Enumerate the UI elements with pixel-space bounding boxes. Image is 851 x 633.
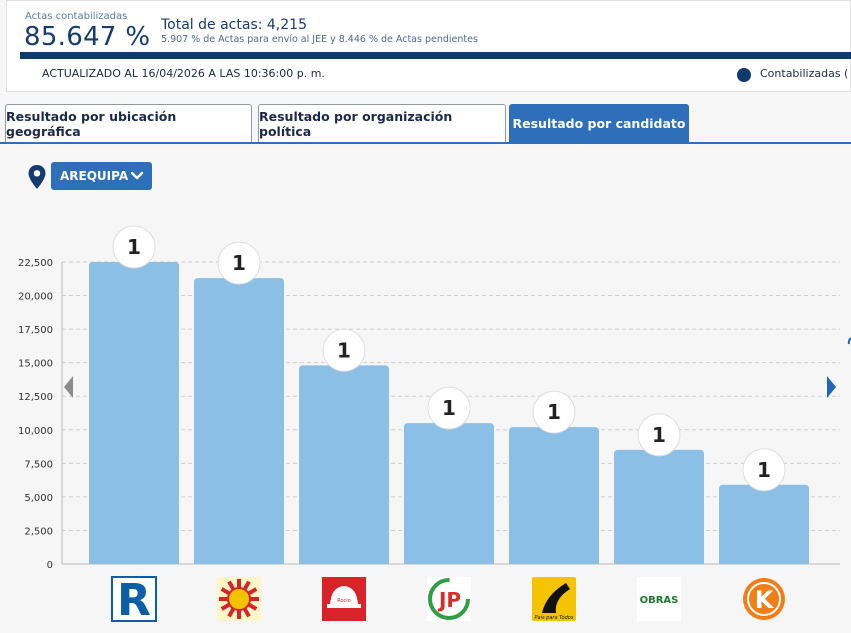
department-select[interactable]: AREQUIPA	[51, 162, 152, 190]
counted-percentage: 85.647 %	[24, 22, 151, 52]
bar[interactable]	[194, 278, 284, 564]
total-acts: Total de actas: 4,215	[161, 17, 307, 33]
party-logo-text: OBRAS	[640, 595, 679, 606]
data-label: 1	[127, 235, 141, 259]
bar[interactable]	[299, 365, 389, 564]
tab-geographic[interactable]: Resultado por ubicación geográfica	[5, 104, 252, 142]
rank-badge	[427, 386, 471, 430]
bar[interactable]	[404, 423, 494, 564]
candidate-bar-chart: 0 2,500 5,000 7,500 10,000 12,500 15,000 17,500…	[18, 225, 851, 626]
tab-political-organization[interactable]: Resultado por organización política	[258, 104, 506, 142]
k-ring	[747, 582, 781, 616]
data-label: 1	[232, 251, 246, 275]
tab-label: Resultado por organización política	[259, 108, 453, 139]
party-logo-text: Rocio	[337, 598, 351, 604]
party-logo-text: K	[755, 586, 775, 614]
summary-header: Actas contabilizadas 85.647 % Total de a…	[6, 0, 851, 92]
rank-badge	[742, 448, 786, 492]
y-tick-label: 10,000	[18, 426, 53, 437]
party-logo-k	[743, 578, 785, 620]
chevron-right-icon[interactable]	[827, 376, 836, 398]
data-label: 1	[442, 396, 456, 420]
rank-badge	[112, 225, 156, 269]
data-label: 1	[757, 458, 771, 482]
counted-label: Actas contabilizadas	[25, 11, 128, 22]
bar[interactable]	[509, 427, 599, 564]
location-pin-icon	[28, 165, 46, 189]
y-tick-label: 17,500	[18, 325, 53, 336]
data-label: 1	[337, 338, 351, 362]
chevron-left-icon[interactable]	[64, 376, 73, 398]
road-shape	[542, 583, 570, 613]
party-logo-text: País para Todos	[535, 614, 574, 621]
rank-badge	[217, 241, 261, 285]
y-tick-label: 15,000	[18, 359, 53, 370]
party-logo-text: JP	[437, 588, 461, 612]
department-value: AREQUIPA	[60, 169, 129, 183]
legend-dot-icon	[737, 68, 751, 82]
chevron-down-icon	[130, 171, 144, 180]
y-tick-label: 20,000	[18, 292, 53, 303]
y-tick-label: 12,500	[18, 392, 53, 403]
tab-candidate[interactable]: Resultado por candidato	[509, 104, 689, 142]
party-logo-obras	[637, 577, 681, 621]
rank-badge	[637, 413, 681, 457]
helmet-brim	[327, 604, 361, 608]
data-label: 1	[652, 423, 666, 447]
rank-badge	[532, 390, 576, 434]
acts-breakdown: 5.907 % de Actas para envío al JEE y 8.4…	[161, 34, 478, 45]
tabs-underline	[0, 142, 851, 144]
y-tick-label: 0	[47, 560, 53, 571]
bar[interactable]	[614, 449, 704, 564]
sun-face	[227, 587, 251, 611]
jp-ring	[428, 578, 470, 620]
data-label: 1	[547, 400, 561, 424]
party-logo-text: R	[117, 575, 151, 626]
bar[interactable]	[89, 262, 179, 564]
y-tick-label: 2,500	[24, 526, 53, 537]
tab-label: Resultado por candidato	[512, 116, 686, 131]
y-tick-label: 7,500	[24, 459, 53, 470]
party-logo-r	[111, 576, 157, 622]
rank-badge	[322, 328, 366, 372]
progress-bar	[20, 52, 851, 59]
helmet-shape	[330, 586, 358, 605]
y-tick-label: 5,000	[24, 493, 53, 504]
updated-timestamp: ACTUALIZADO AL 16/04/2026 A LAS 10:36:00…	[42, 67, 325, 80]
y-tick-label: 22,500	[18, 258, 53, 269]
legend-label: Contabilizadas (	[760, 67, 849, 80]
tab-label: Resultado por ubicación geográfica	[6, 108, 177, 139]
bar[interactable]	[719, 484, 809, 564]
